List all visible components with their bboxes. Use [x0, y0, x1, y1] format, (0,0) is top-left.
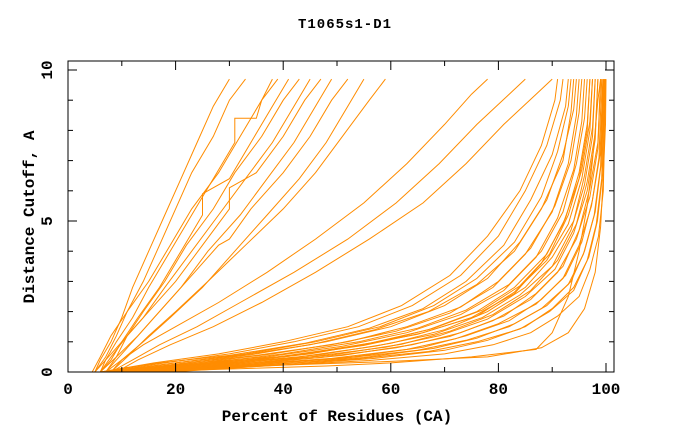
model-curve-1: [94, 78, 230, 372]
x-tick-label: 20: [166, 381, 185, 399]
model-curve-16: [100, 79, 559, 372]
model-curve-18: [100, 79, 569, 372]
model-curve-29: [137, 79, 593, 372]
model-curves: [91, 78, 607, 372]
model-curve-37: [159, 79, 604, 372]
x-tick-label: 100: [592, 381, 621, 399]
model-curve-31: [143, 79, 596, 372]
model-curve-12: [110, 78, 386, 372]
model-curve-11: [110, 78, 365, 372]
model-curve-20: [105, 79, 575, 372]
x-tick-label: 0: [63, 381, 73, 399]
model-curve-23: [121, 79, 583, 372]
model-curve-42: [154, 79, 606, 372]
model-curve-32: [132, 79, 599, 372]
model-curve-25: [127, 79, 588, 372]
model-curve-17: [105, 79, 564, 372]
x-tick-label: 40: [274, 381, 293, 399]
model-curve-4: [91, 78, 279, 372]
model-curve-22: [110, 79, 580, 372]
model-curve-8: [99, 78, 322, 372]
model-curve-33: [148, 79, 599, 372]
y-tick-label: 0: [39, 367, 57, 377]
model-curve-30: [127, 79, 596, 372]
model-curve-35: [154, 79, 602, 372]
model-curve-39: [164, 79, 605, 372]
model-curve-27: [132, 79, 591, 372]
model-curve-41: [170, 79, 606, 372]
model-curve-44: [132, 79, 602, 372]
model-curve-24: [110, 79, 585, 372]
model-curve-14: [110, 78, 526, 372]
model-curve-21: [116, 79, 577, 372]
axis-ticks: [67, 61, 614, 373]
x-axis-title: Percent of Residues (CA): [222, 408, 452, 426]
model-curve-7: [94, 78, 311, 372]
y-axis-title: Distance Cutoff, A: [21, 130, 39, 303]
x-tick-label: 60: [381, 381, 400, 399]
model-curve-15: [116, 78, 553, 372]
x-tick-label: 80: [489, 381, 508, 399]
model-curve-43: [143, 79, 607, 372]
model-curve-2: [94, 78, 246, 372]
model-curve-13: [105, 78, 488, 372]
model-curve-9: [105, 78, 333, 372]
plot-border: [67, 60, 615, 373]
model-curve-6: [105, 78, 300, 372]
model-curve-10: [99, 78, 349, 372]
model-curve-19: [110, 79, 572, 372]
model-curve-3: [99, 78, 273, 372]
y-tick-label: 10: [39, 60, 57, 79]
y-tick-label: 5: [39, 216, 57, 226]
chart-title: T1065s1-D1: [298, 17, 392, 33]
